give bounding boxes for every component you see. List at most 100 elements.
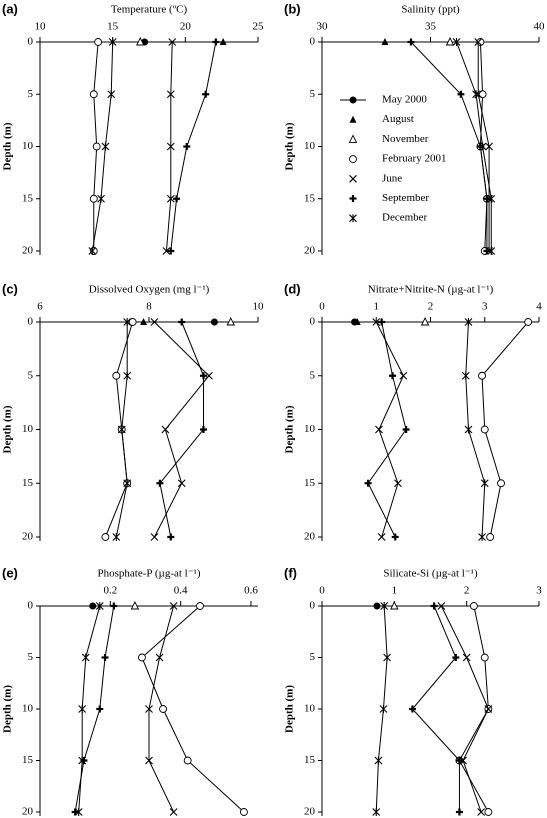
marker — [380, 602, 389, 610]
x-axis-title: Dissolved Oxygen (mg l⁻¹) — [89, 284, 210, 296]
marker — [169, 602, 178, 610]
y-tick-label: 0 — [310, 36, 316, 48]
y-axis-title: Depth (m) — [284, 122, 296, 170]
legend-label: November — [382, 133, 429, 145]
x-tick-label: 25 — [253, 21, 265, 33]
marker — [150, 533, 159, 541]
series-line — [375, 605, 388, 813]
x-tick-label: 4 — [536, 301, 542, 313]
marker — [399, 371, 408, 380]
marker — [89, 247, 98, 255]
marker — [485, 142, 493, 151]
marker-shape — [89, 602, 97, 610]
marker-shape — [92, 142, 101, 151]
marker — [349, 195, 357, 202]
marker-stroke — [155, 653, 164, 662]
marker — [123, 318, 132, 326]
marker — [353, 318, 361, 325]
series-line — [159, 321, 204, 538]
marker-stroke — [375, 425, 383, 434]
marker — [169, 808, 178, 816]
marker-shape — [420, 316, 430, 326]
panel-label: (c) — [2, 281, 18, 296]
marker — [78, 756, 87, 765]
marker — [117, 425, 126, 434]
marker — [123, 479, 132, 488]
marker — [372, 318, 381, 326]
marker — [390, 600, 399, 610]
marker — [349, 96, 357, 104]
y-tick-label: 5 — [28, 651, 34, 663]
marker — [430, 602, 438, 610]
marker-stroke — [161, 425, 170, 434]
x-tick-label: 8 — [146, 301, 152, 313]
marker — [457, 90, 465, 98]
x-tick-label: 10 — [253, 301, 265, 313]
marker-shape — [239, 808, 248, 816]
x-tick-label: 6 — [37, 301, 43, 313]
legend-label: June — [382, 172, 402, 184]
marker-shape — [159, 705, 168, 713]
x-axis-title: Phosphate-P (µg-at l⁻¹) — [97, 568, 200, 580]
marker — [480, 653, 489, 662]
marker-stroke — [349, 174, 357, 183]
marker — [524, 318, 533, 326]
marker-shape — [94, 38, 103, 46]
marker — [97, 194, 105, 203]
marker — [159, 705, 168, 713]
marker — [178, 318, 186, 326]
marker — [377, 533, 386, 541]
series-line — [411, 605, 460, 812]
marker-stroke — [150, 318, 159, 326]
marker-shape — [497, 479, 505, 488]
marker — [162, 247, 171, 255]
y-tick-label: 15 — [22, 192, 34, 204]
x-tick-label: 2 — [428, 301, 434, 313]
marker-stroke — [145, 705, 153, 713]
series-line — [458, 605, 489, 813]
marker — [101, 142, 110, 151]
marker — [372, 808, 381, 816]
y-tick-label: 15 — [304, 192, 316, 204]
marker — [177, 479, 186, 488]
marker — [167, 533, 175, 541]
marker-shape — [524, 318, 533, 326]
y-tick-label: 15 — [304, 754, 316, 766]
marker-stroke — [372, 318, 381, 326]
marker-stroke — [399, 371, 408, 380]
marker — [420, 316, 430, 326]
marker-shape — [89, 194, 98, 203]
marker-stroke — [166, 142, 175, 151]
marker — [155, 653, 164, 662]
marker-shape — [381, 38, 389, 45]
marker-stroke — [377, 533, 386, 541]
marker — [487, 194, 496, 203]
marker — [408, 705, 416, 713]
marker-shape — [89, 247, 98, 255]
marker — [452, 38, 461, 46]
marker — [92, 142, 101, 151]
marker — [375, 425, 383, 434]
marker — [383, 653, 391, 662]
panel-label: (d) — [284, 281, 301, 296]
marker — [112, 371, 121, 380]
y-tick-label: 10 — [22, 703, 34, 715]
y-tick-label: 5 — [28, 369, 34, 381]
marker-shape — [226, 316, 235, 326]
marker — [469, 602, 478, 610]
y-tick-label: 20 — [22, 806, 34, 818]
legend-label: February 2001 — [382, 153, 446, 165]
x-tick-label: 0.4 — [174, 585, 188, 597]
x-tick-label: 15 — [107, 21, 119, 33]
marker — [136, 36, 145, 46]
marker-shape — [373, 602, 381, 610]
marker — [71, 808, 79, 816]
marker — [378, 318, 386, 326]
x-axis-title: Salinity (ppt) — [401, 4, 460, 16]
marker — [349, 155, 357, 164]
marker — [108, 38, 117, 46]
y-tick-label: 20 — [304, 245, 316, 257]
marker — [483, 247, 491, 255]
marker-shape — [101, 533, 110, 541]
